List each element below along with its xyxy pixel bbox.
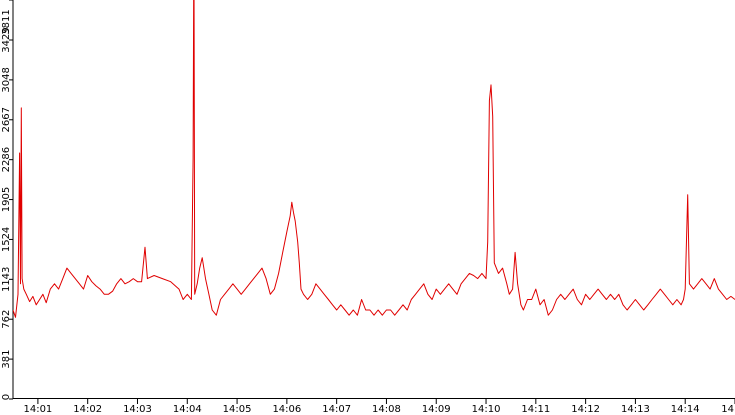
x-tick-label: 14:05 <box>223 404 252 415</box>
y-tick-label: 0 <box>1 394 12 400</box>
x-tick-label: 14:03 <box>123 404 152 415</box>
x-tick-label: 14:08 <box>372 404 401 415</box>
x-tick-label: 14:14 <box>671 404 700 415</box>
x-axis-ticks: 14:01 14:02 14:03 14:04 14:05 14:06 14:07 14:08… <box>23 399 735 415</box>
y-tick-label: 3811 <box>1 9 12 34</box>
y-tick-label: 762 <box>1 310 12 329</box>
y-tick-label: 2286 <box>1 147 12 172</box>
y-tick-label: 1143 <box>1 267 12 292</box>
x-tick-label: 14:11 <box>521 404 550 415</box>
x-tick-label: 14:07 <box>322 404 351 415</box>
y-tick-label: 3048 <box>1 67 12 92</box>
x-tick-label: 14:02 <box>73 404 102 415</box>
x-tick-label: 14:06 <box>272 404 301 415</box>
y-tick-label: 2667 <box>1 107 12 132</box>
y-tick-label: 1905 <box>1 187 12 212</box>
x-tick-label: 14:12 <box>571 404 600 415</box>
y-tick-label: 1524 <box>1 227 12 252</box>
x-tick-label: 14:13 <box>621 404 650 415</box>
x-tick-label: 14:01 <box>23 404 52 415</box>
x-tick-label: 14:04 <box>173 404 202 415</box>
y-tick-label: 3429 <box>1 27 12 52</box>
x-tick-label: 14:10 <box>472 404 501 415</box>
series-layer <box>13 0 735 318</box>
x-tick-label: 14 <box>721 404 734 415</box>
y-tick-label: 381 <box>1 350 12 369</box>
series-line <box>13 0 735 318</box>
x-tick-label: 14:09 <box>422 404 451 415</box>
